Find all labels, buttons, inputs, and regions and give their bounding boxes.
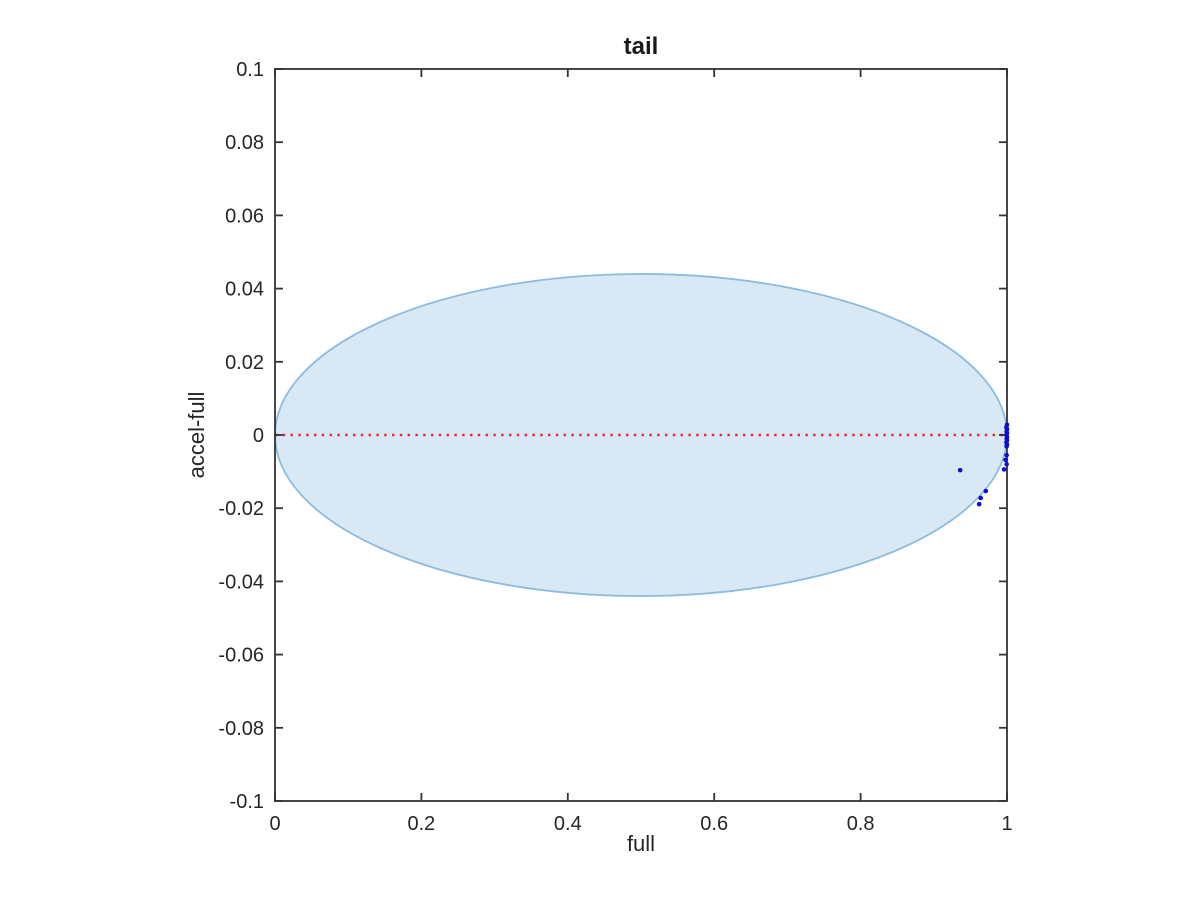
y-tick-label: -0.02	[218, 498, 264, 520]
x-tick-label: 0.8	[847, 813, 875, 835]
y-tick-label: 0.1	[236, 59, 264, 81]
data-point	[976, 501, 982, 507]
data-point	[1004, 444, 1009, 449]
x-tick-label: 0.4	[554, 813, 582, 835]
y-tick-label: 0.08	[225, 132, 264, 154]
x-tick-label: 1	[1001, 813, 1012, 835]
y-tick-label: -0.06	[218, 645, 264, 667]
chart-title: tail	[623, 33, 659, 60]
data-point	[1001, 467, 1007, 472]
y-tick-label: 0.02	[225, 352, 264, 374]
y-tick-label: 0	[253, 425, 264, 447]
x-tick-label: 0.2	[407, 813, 435, 835]
data-point	[978, 495, 983, 501]
data-point	[1004, 461, 1009, 467]
y-axis-label: accel-full	[184, 391, 209, 479]
y-tick-label: 0.06	[225, 205, 264, 227]
y-tick-label: -0.1	[230, 791, 264, 813]
data-point	[957, 467, 963, 473]
y-tick-label: -0.04	[218, 571, 264, 593]
x-tick-label: 0	[269, 813, 280, 835]
data-point	[1004, 452, 1009, 458]
x-tick-label: 0.6	[700, 813, 728, 835]
y-tick-label: -0.08	[218, 718, 264, 740]
y-tick-label: 0.04	[225, 279, 264, 301]
data-point	[1003, 457, 1008, 463]
x-axis-label: full	[626, 831, 656, 856]
data-point	[983, 488, 989, 494]
